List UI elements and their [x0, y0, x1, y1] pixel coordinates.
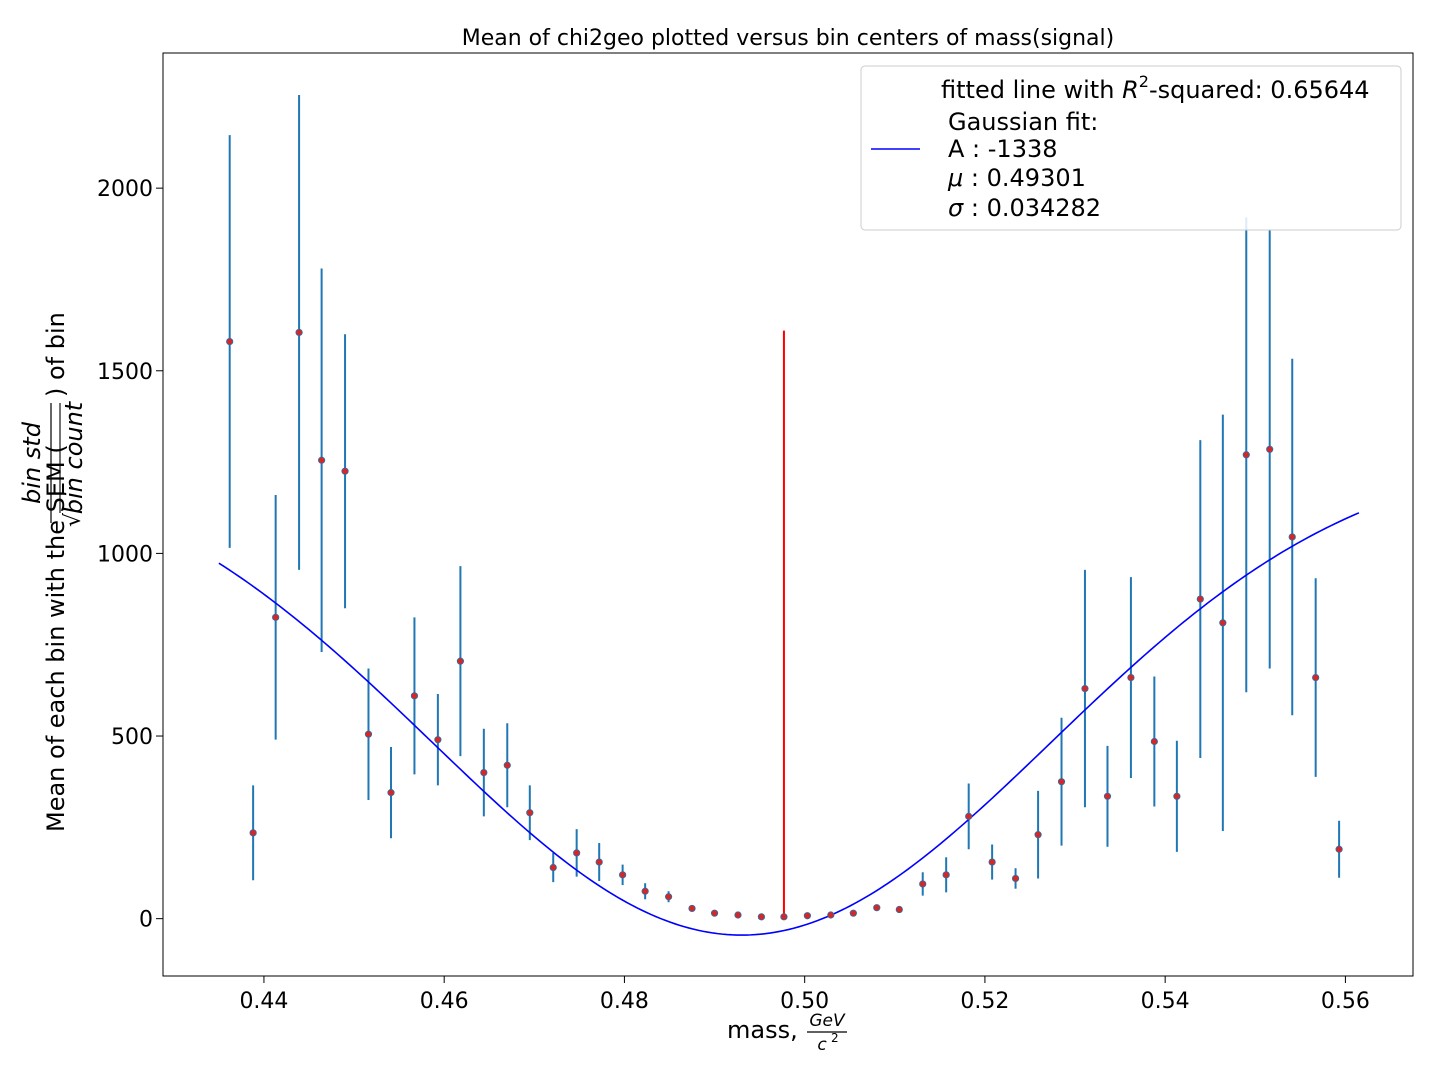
data-point: [341, 467, 349, 475]
legend-entry-r-squared: fitted line with R2-squared: 0.65644: [941, 72, 1370, 104]
data-point: [1219, 619, 1227, 627]
data-point: [919, 880, 927, 888]
data-point: [595, 858, 603, 866]
data-point: [434, 736, 442, 744]
x-axis-ticks: 0.44 0.46 0.48 0.50 0.52 0.54 0.56: [239, 976, 1370, 1014]
data-point: [1335, 845, 1343, 853]
y-axis-label-sqrt-sign: √: [61, 512, 86, 527]
x-axis-label: mass, GeV c 2: [727, 1011, 847, 1055]
data-point: [295, 328, 303, 337]
x-axis-label-numerator: GeV: [809, 1011, 846, 1031]
legend-entry-amplitude: A : -1338: [948, 135, 1058, 163]
data-point: [226, 337, 234, 346]
data-point: [641, 887, 649, 895]
data-point: [619, 871, 627, 879]
y-axis-ticks: 0 500 1000 1500 2000: [97, 177, 163, 933]
data-point: [573, 849, 581, 857]
data-point: [895, 905, 903, 914]
data-point: [1266, 445, 1274, 453]
data-point: [688, 904, 696, 913]
data-point: [780, 913, 788, 921]
data-point: [456, 657, 465, 665]
x-tick-label: 0.52: [960, 989, 1009, 1014]
data-point: [1196, 595, 1204, 603]
data-point: [526, 809, 534, 817]
data-point: [710, 909, 719, 917]
y-tick-label: 0: [139, 908, 153, 933]
data-point: [549, 863, 557, 872]
plot-content: [218, 95, 1360, 936]
x-tick-label: 0.54: [1141, 989, 1190, 1014]
y-axis-label: Mean of each bin with the SEM ( bin std …: [18, 312, 88, 832]
legend-entry-mu: μ : 0.49301: [947, 164, 1086, 192]
x-tick-label: 0.48: [600, 989, 649, 1014]
data-point: [272, 613, 280, 621]
x-axis-label-denominator-exponent: 2: [831, 1031, 839, 1045]
data-point: [1173, 792, 1181, 800]
data-point: [480, 768, 488, 777]
data-point: [503, 761, 511, 769]
legend-box: [860, 65, 1402, 231]
x-axis-label-prefix: mass,: [727, 1016, 798, 1044]
data-point: [965, 812, 973, 820]
x-tick-label: 0.50: [780, 989, 829, 1014]
data-points: [226, 328, 1343, 921]
y-tick-label: 1500: [97, 360, 153, 385]
data-point: [1127, 673, 1135, 682]
data-point: [734, 911, 742, 919]
x-tick-label: 0.56: [1321, 989, 1370, 1014]
data-point: [803, 912, 811, 920]
data-point: [849, 909, 857, 917]
data-point: [364, 730, 373, 738]
data-point: [1242, 451, 1250, 459]
plot-area-frame: [162, 52, 1414, 977]
legend-entry-sigma: σ : 0.034282: [948, 194, 1101, 222]
y-axis-label-prefix: Mean of each bin with the SEM (: [42, 444, 70, 832]
y-axis-label-suffix: ) of bin: [42, 312, 70, 397]
data-point: [827, 911, 835, 919]
chart-title: Mean of chi2geo plotted versus bin cente…: [462, 26, 1115, 51]
legend-entry-gaussian-title: Gaussian fit:: [948, 108, 1098, 136]
data-point: [1288, 533, 1296, 541]
gaussian-fit-curve: [218, 512, 1360, 936]
y-tick-label: 2000: [97, 177, 153, 202]
data-point: [387, 789, 395, 797]
data-point: [1057, 778, 1066, 786]
data-point: [410, 692, 419, 700]
data-point: [942, 871, 950, 879]
y-tick-label: 1000: [97, 542, 153, 567]
data-point: [757, 913, 766, 921]
y-axis-label-denominator: bin count: [60, 400, 88, 514]
data-point: [318, 456, 326, 464]
y-tick-label: 500: [111, 725, 153, 750]
data-point: [1312, 673, 1320, 682]
data-point: [873, 904, 881, 912]
x-tick-label: 0.44: [239, 989, 288, 1014]
data-point: [1150, 737, 1158, 746]
data-point: [664, 893, 673, 901]
x-axis-label-denominator: c: [817, 1035, 827, 1055]
legend: fitted line with R2-squared: 0.65644 Gau…: [860, 65, 1402, 231]
data-point: [1103, 792, 1112, 800]
data-point: [1011, 874, 1020, 883]
data-point: [1081, 684, 1089, 693]
x-tick-label: 0.46: [420, 989, 469, 1014]
y-axis-label-numerator: bin std: [18, 421, 46, 504]
data-point: [249, 829, 257, 837]
data-point: [1034, 831, 1042, 839]
data-point: [988, 858, 996, 866]
